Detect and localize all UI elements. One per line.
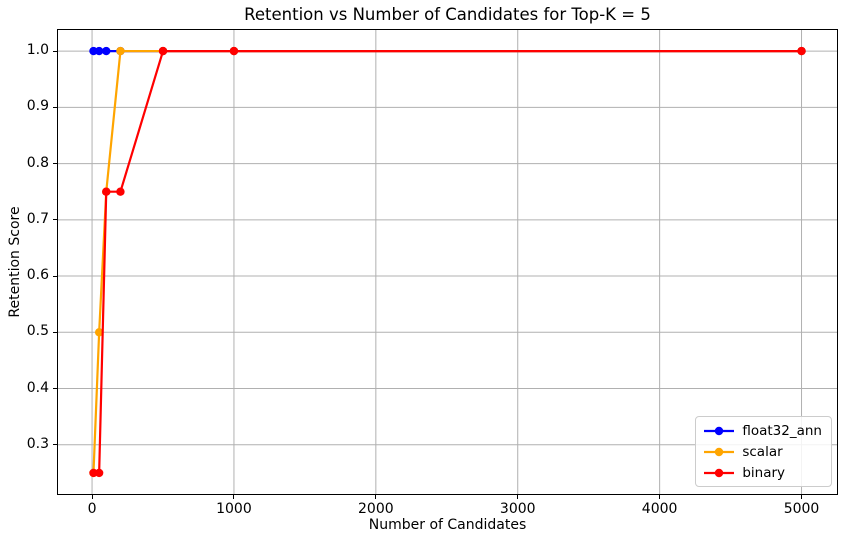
y-tick-label: 0.9 xyxy=(26,98,49,115)
data-point-binary xyxy=(229,46,239,56)
legend-label: binary xyxy=(742,464,786,481)
x-tick-mark xyxy=(233,495,235,499)
x-tick-mark xyxy=(801,495,803,499)
legend-swatch-scalar xyxy=(704,447,735,456)
x-tick-mark xyxy=(517,495,519,499)
x-tick-mark xyxy=(91,495,93,499)
y-tick-mark xyxy=(53,444,57,446)
y-tick-mark xyxy=(53,388,57,390)
y-tick-label: 0.5 xyxy=(26,323,49,340)
y-tick-mark xyxy=(53,50,57,52)
y-tick-label: 0.4 xyxy=(26,379,49,396)
x-tick-label: 2000 xyxy=(358,501,394,517)
y-tick-label: 1.0 xyxy=(26,42,49,59)
x-tick-mark xyxy=(659,495,661,499)
y-tick-mark xyxy=(53,331,57,333)
chart-title: Retention vs Number of Candidates for To… xyxy=(244,5,651,24)
legend-swatch-float32_ann xyxy=(704,426,735,435)
y-tick-label: 0.8 xyxy=(26,154,49,171)
legend-item-scalar: scalar xyxy=(703,442,822,461)
y-tick-mark xyxy=(53,163,57,165)
plot-canvas xyxy=(58,30,837,494)
series-line-binary xyxy=(93,49,802,475)
data-point-float32_ann xyxy=(102,46,111,56)
x-tick-label: 5000 xyxy=(783,501,820,517)
legend-swatch-binary xyxy=(704,468,735,477)
y-tick-label: 0.3 xyxy=(26,435,49,452)
legend-label: scalar xyxy=(742,443,783,460)
data-point-scalar xyxy=(116,46,125,56)
x-tick-label: 1000 xyxy=(216,501,252,517)
x-tick-label: 3000 xyxy=(499,501,536,517)
y-tick-label: 0.6 xyxy=(26,267,49,284)
data-point-float32_ann xyxy=(94,46,104,56)
y-tick-mark xyxy=(53,106,57,108)
y-axis-label: Retention Score xyxy=(7,206,23,318)
x-axis-label: Number of Candidates xyxy=(368,517,527,533)
y-tick-mark xyxy=(53,219,57,221)
x-tick-label: 0 xyxy=(87,501,97,517)
data-point-binary xyxy=(158,46,168,56)
data-point-scalar xyxy=(94,328,104,337)
x-tick-label: 4000 xyxy=(641,501,678,517)
data-point-binary xyxy=(102,187,111,196)
y-tick-mark xyxy=(53,275,57,277)
data-point-binary xyxy=(797,46,806,56)
x-tick-mark xyxy=(375,495,377,499)
legend-item-float32_ann: float32_ann xyxy=(703,421,822,440)
series-line-scalar xyxy=(92,49,802,473)
y-tick-label: 0.7 xyxy=(26,210,49,227)
legend-item-binary: binary xyxy=(703,463,822,482)
data-point-binary xyxy=(116,187,125,196)
legend-label: float32_ann xyxy=(742,422,822,439)
data-point-binary xyxy=(94,468,104,478)
